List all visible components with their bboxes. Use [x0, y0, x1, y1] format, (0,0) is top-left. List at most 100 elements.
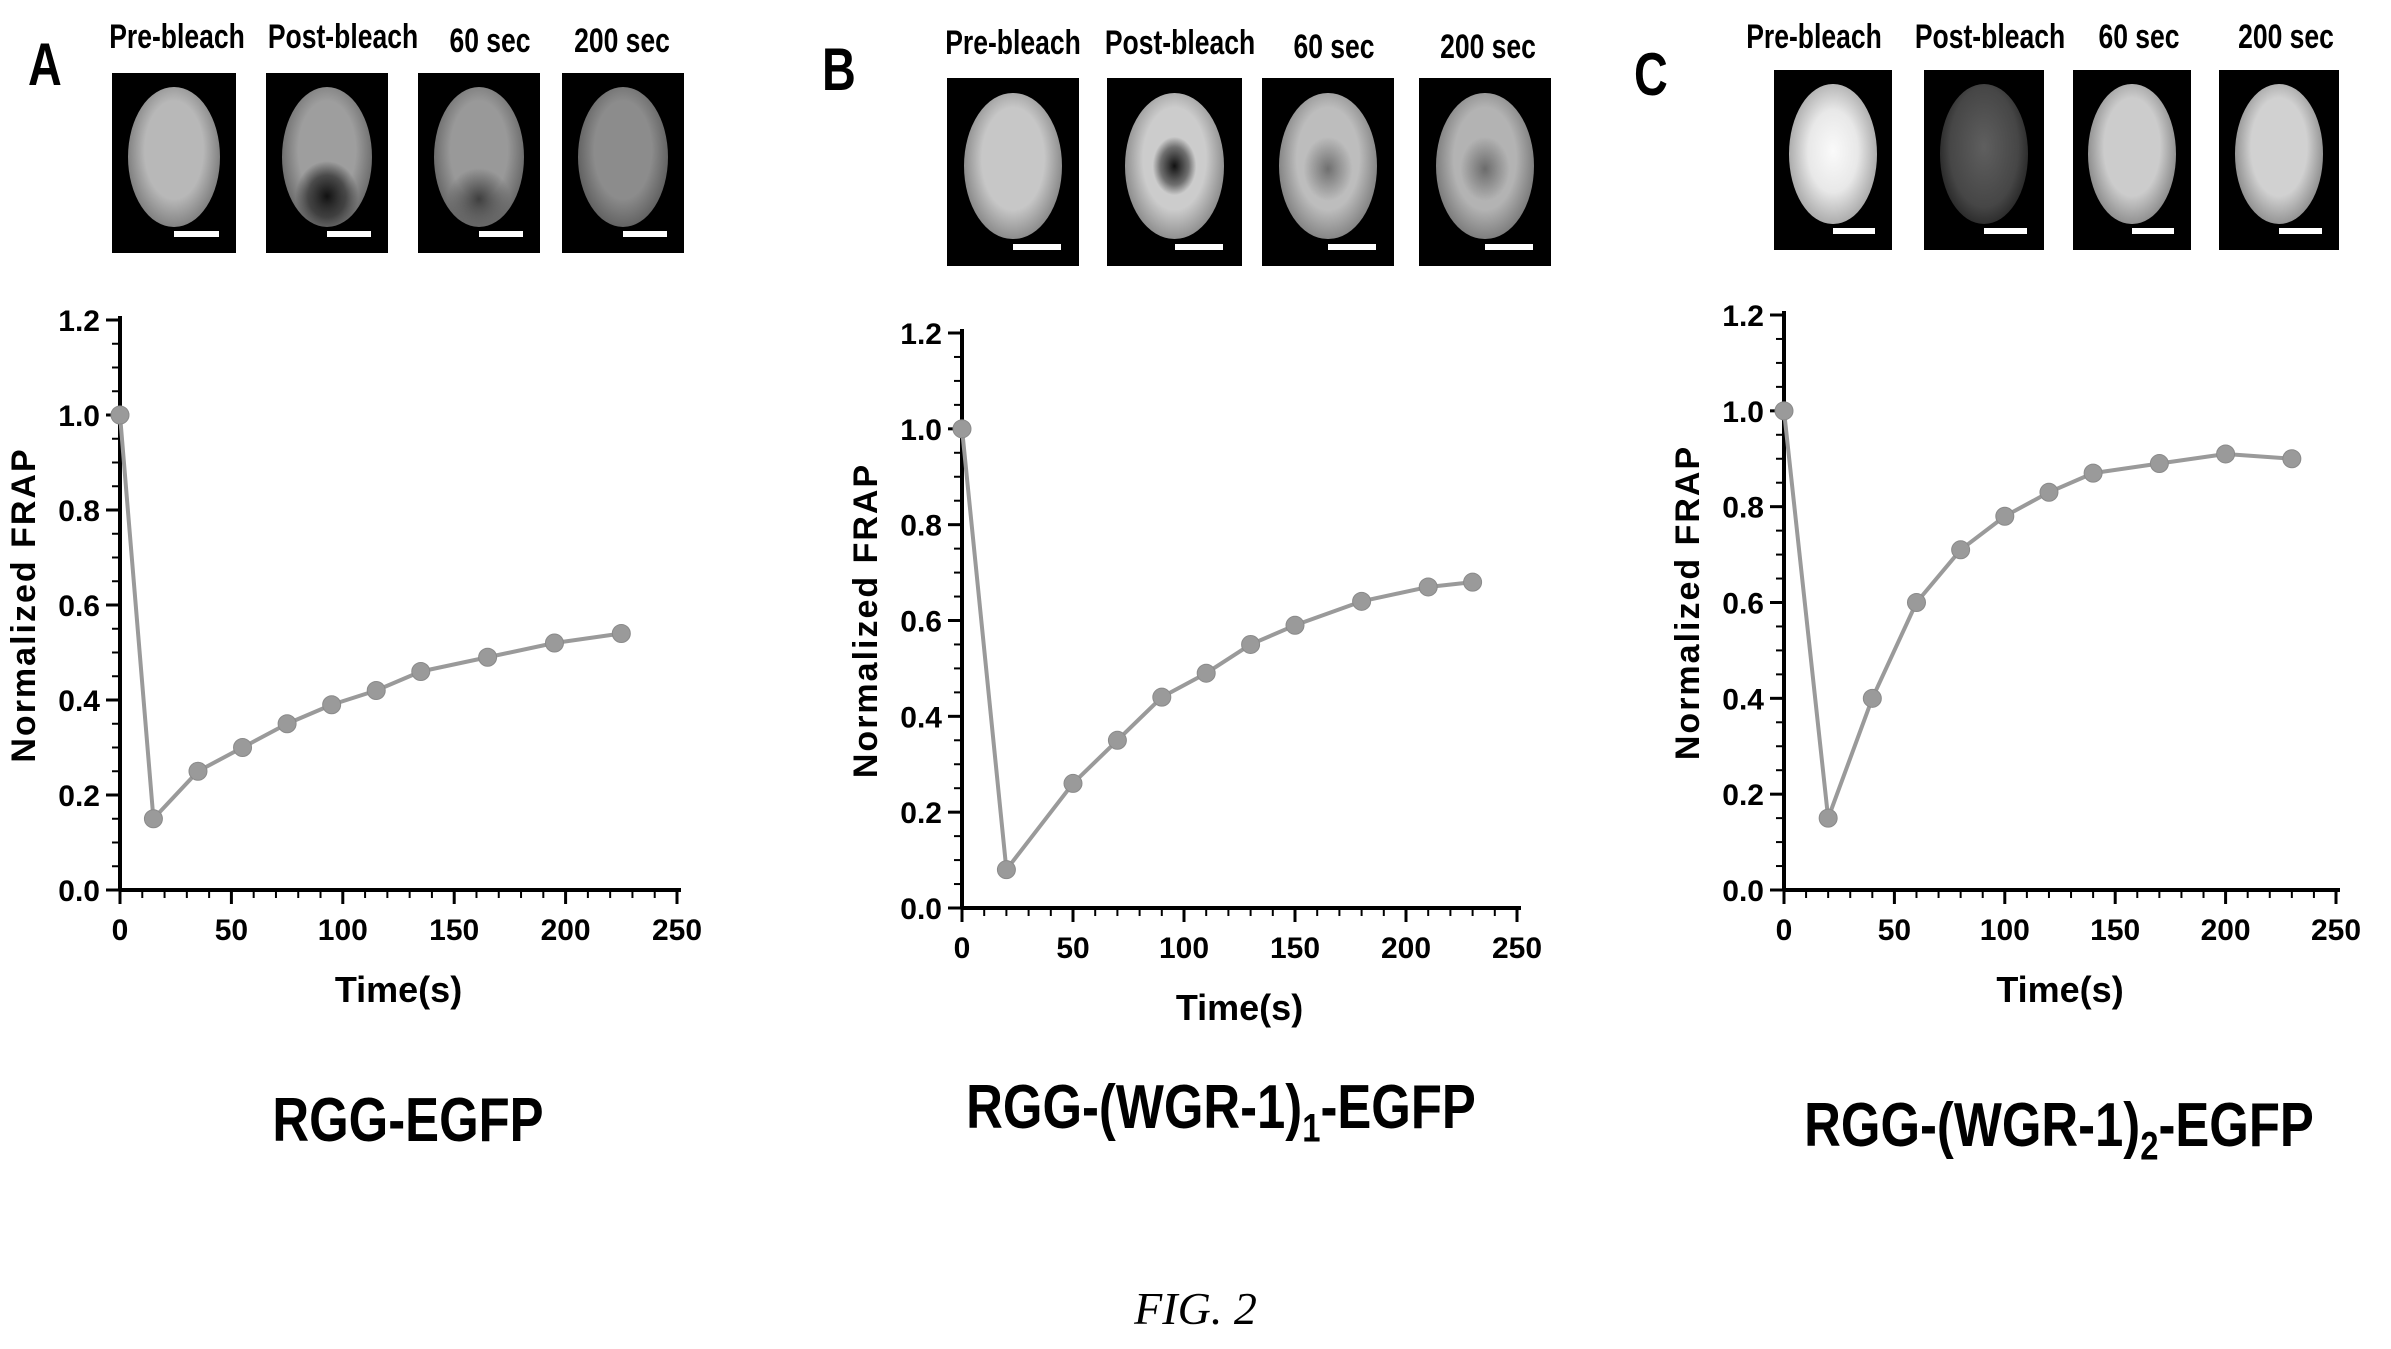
y-tick-label: 0.2 — [58, 780, 100, 813]
data-point — [611, 624, 631, 643]
x-tick-label: 100 — [318, 914, 368, 947]
x-tick-label: 50 — [1056, 932, 1089, 965]
data-point — [2039, 482, 2059, 502]
y-tick-label: 0.6 — [58, 590, 100, 623]
cell-nucleus — [1436, 92, 1534, 240]
data-point — [1196, 663, 1216, 683]
cell-nucleus — [577, 86, 669, 228]
panel-c: C Pre-bleach Post-bleach 60 sec 200 sec … — [1594, 0, 2391, 1200]
construct-label: RGG-(WGR-1)2-EGFP — [1804, 1090, 2314, 1169]
data-point — [1995, 506, 2015, 526]
construct-name: RGG-(WGR-1) — [966, 1073, 1303, 1142]
micrograph-label: Pre-bleach — [109, 18, 245, 56]
data-point — [233, 738, 253, 757]
y-tick-label: 0.6 — [1722, 588, 1764, 621]
construct-label: RGG-EGFP — [272, 1085, 543, 1164]
series-line — [1782, 410, 2292, 821]
data-point — [1818, 808, 1838, 828]
data-point — [110, 405, 130, 425]
y-tick-label: 0.8 — [900, 510, 942, 543]
x-tick-label: 250 — [2311, 914, 2361, 947]
construct-name: RGG-EGFP — [272, 1086, 544, 1155]
scale-bar — [1984, 228, 2028, 234]
x-tick-label: 200 — [541, 914, 591, 947]
x-tick-label: 250 — [652, 914, 702, 947]
y-tick-label: 1.0 — [1722, 396, 1764, 429]
data-point — [1063, 773, 1083, 793]
micrograph-image — [1107, 78, 1242, 266]
y-tick-label: 1.0 — [900, 414, 942, 447]
scale-bar — [479, 231, 523, 237]
x-tick-label: 200 — [1381, 932, 1431, 965]
cell-nucleus — [433, 86, 525, 228]
frap-chart: 0.0 0.2 0.4 0.6 0.8 1.0 1.2 0 50 100 150 200 250 Time… — [1669, 300, 2361, 1010]
micrograph-image — [947, 78, 1079, 266]
micrograph-image — [1774, 70, 1892, 250]
micrograph-label: 60 sec — [2098, 18, 2180, 56]
cell-nucleus — [1939, 83, 2029, 225]
y-tick-label: 0.8 — [1722, 492, 1764, 525]
scale-bar — [1485, 244, 1533, 250]
construct-subscript: 1 — [1302, 1106, 1321, 1151]
cell-nucleus — [1279, 92, 1377, 240]
cell-nucleus — [281, 86, 373, 228]
y-tick-label: 0.0 — [1722, 875, 1764, 908]
data-point — [411, 662, 431, 681]
data-point — [1951, 540, 1971, 560]
scale-bar — [623, 231, 667, 237]
y-tick-label: 0.8 — [58, 495, 100, 528]
micrograph-image — [2219, 70, 2339, 250]
panel-letter: A — [28, 31, 62, 98]
scale-bar — [327, 231, 371, 237]
panel-a: A Pre-bleach Post-bleach 60 sec 200 sec … — [0, 0, 797, 1200]
data-point — [1463, 572, 1483, 592]
cell-nucleus — [964, 92, 1062, 240]
data-point — [1906, 593, 1926, 612]
x-axis-title: Time(s) — [1996, 969, 2123, 1010]
series-line — [960, 428, 1473, 872]
micrograph-label: Pre-bleach — [945, 24, 1081, 62]
data-point — [188, 761, 208, 781]
frap-chart: 0.0 0.2 0.4 0.6 0.8 1.0 1.2 0 50 100 150 200 250 Time… — [5, 305, 702, 1010]
micrograph-image — [266, 73, 388, 253]
cell-nucleus — [2088, 83, 2176, 225]
y-tick-label: 0.6 — [900, 606, 942, 639]
construct-label: RGG-(WGR-1)1-EGFP — [966, 1072, 1476, 1151]
x-tick-label: 0 — [112, 914, 129, 947]
scale-bar — [2132, 228, 2175, 234]
micrograph-label: Post-bleach — [1104, 24, 1256, 62]
data-point — [478, 647, 498, 667]
x-tick-label: 250 — [1492, 932, 1542, 965]
figure-caption: FIG. 2 — [1134, 1283, 1257, 1334]
micrograph-image — [562, 73, 684, 253]
data-point — [1774, 401, 1794, 421]
micrograph-image — [418, 73, 540, 253]
data-point — [952, 419, 972, 439]
data-point — [544, 633, 564, 653]
x-tick-label: 150 — [429, 914, 479, 947]
y-tick-label: 0.0 — [900, 893, 942, 926]
data-point — [1241, 634, 1261, 654]
scale-bar — [1833, 228, 1876, 234]
y-tick-label: 0.4 — [1722, 683, 1764, 716]
cell-nucleus — [128, 86, 220, 228]
panel-letter: C — [1634, 41, 1668, 108]
x-axis-title: Time(s) — [335, 969, 462, 1010]
x-axis-title: Time(s) — [1176, 987, 1303, 1028]
micrograph-image — [1924, 70, 2044, 250]
data-point — [2216, 444, 2236, 464]
y-tick-label: 0.2 — [1722, 779, 1764, 812]
micrograph-label: 60 sec — [1293, 28, 1375, 66]
cell-nucleus — [2234, 83, 2324, 225]
x-tick-label: 50 — [215, 914, 248, 947]
scale-bar — [1013, 244, 1061, 250]
y-axis-title: Normalized FRAP — [5, 447, 43, 762]
data-point — [2149, 454, 2169, 474]
data-point — [2282, 449, 2302, 469]
micrograph-image — [2073, 70, 2191, 250]
data-point — [143, 809, 163, 829]
data-point — [366, 681, 386, 700]
micrograph-label: 200 sec — [1440, 28, 1536, 66]
data-point — [1107, 730, 1127, 750]
data-point — [1152, 687, 1172, 707]
